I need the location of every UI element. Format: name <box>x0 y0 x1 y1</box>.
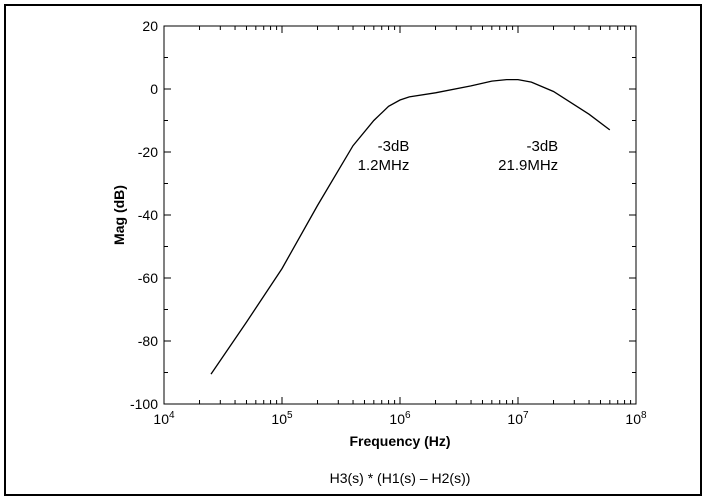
y-tick-label: -100 <box>130 396 158 412</box>
x-axis-title: Frequency (Hz) <box>349 433 450 449</box>
y-tick-label: -20 <box>138 144 158 160</box>
y-tick-label: 0 <box>150 81 158 97</box>
annotations: -3dB 1.2MHz -3dB 21.9MHz <box>358 138 559 174</box>
plot-area <box>163 25 637 405</box>
tick-marks <box>163 25 637 405</box>
y-tick-label: 20 <box>142 18 158 34</box>
x-tick-label: 106 <box>389 410 411 427</box>
y-tick-label: -60 <box>138 270 158 286</box>
annotation-label: -3dB <box>526 138 558 155</box>
y-axis-title: Mag (dB) <box>111 185 127 245</box>
y-tick-label: -40 <box>138 207 158 223</box>
x-tick-label: 105 <box>271 410 293 427</box>
y-tick-labels: 20 0 -20 -40 -60 -80 -100 <box>130 18 158 412</box>
magnitude-chart: 20 0 -20 -40 -60 -80 -100 104 105 106 107 108 -3dB… <box>111 18 647 486</box>
series-line <box>210 78 611 375</box>
figure-frame: 20 0 -20 -40 -60 -80 -100 104 105 106 107 108 -3dB… <box>4 4 702 496</box>
annotation-label: -3dB <box>378 138 410 155</box>
x-tick-label: 108 <box>625 410 647 427</box>
annotation-value: 1.2MHz <box>358 157 410 174</box>
x-tick-labels: 104 105 106 107 108 <box>153 410 647 427</box>
x-tick-label: 107 <box>507 410 529 427</box>
chart-caption: H3(s) * (H1(s) – H2(s)) <box>330 470 471 486</box>
annotation-value: 21.9MHz <box>498 157 558 174</box>
x-tick-label: 104 <box>153 410 175 427</box>
y-tick-label: -80 <box>138 333 158 349</box>
